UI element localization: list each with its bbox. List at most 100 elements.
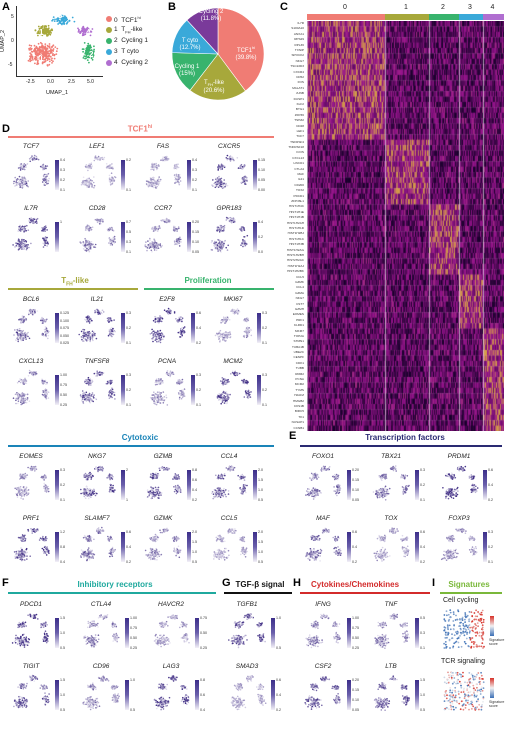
umap-point — [48, 60, 51, 63]
feature-plot-point — [221, 229, 224, 232]
heatmap-gene-label: HIST1H1D — [289, 226, 304, 230]
feature-plot-point — [15, 339, 17, 341]
feature-plot-point — [226, 184, 229, 187]
feature-plot-point — [233, 312, 236, 315]
feature-plot-point — [89, 226, 92, 229]
feature-plot-point — [88, 330, 90, 333]
legend-text-3: T cyto — [121, 48, 139, 55]
feature-plot-point — [157, 486, 160, 489]
colorbar-tick: 0.2 — [196, 388, 201, 392]
feature-plot-point — [162, 382, 164, 384]
heatmap-gene-label: RPS29 — [294, 37, 304, 42]
feature-plot-point — [112, 230, 115, 232]
umap-point — [60, 18, 63, 21]
feature-plot-point — [36, 310, 39, 312]
feature-plot-point — [242, 226, 244, 228]
umap-point — [37, 34, 39, 37]
heatmap-gene-label: PRF1 — [296, 317, 304, 322]
feature-plot-point — [88, 250, 91, 253]
feature-plot-point — [35, 218, 38, 221]
feature-plot-point — [85, 490, 87, 492]
umap-point — [88, 61, 90, 64]
umap-point — [57, 19, 60, 22]
feature-plot-point — [157, 493, 160, 495]
feature-plot-point — [100, 373, 102, 375]
feature-plot-point — [165, 373, 168, 375]
umap-point — [40, 33, 42, 35]
feature-plot-point — [213, 244, 215, 246]
feature-plot-point — [91, 392, 94, 394]
feature-plot-point — [22, 241, 24, 243]
feature-plot-point — [220, 242, 223, 244]
feature-plot-point — [108, 473, 111, 475]
feature-plot-point — [80, 488, 82, 491]
feature-plot-point — [23, 165, 25, 168]
feature-plot-point — [178, 396, 181, 399]
feature-plot-point — [164, 160, 166, 162]
feature-plot-point — [159, 244, 162, 247]
feature-plot-point — [180, 328, 183, 331]
umap-point — [84, 33, 87, 36]
feature-plot-point — [237, 373, 239, 376]
feature-plot-point — [93, 246, 95, 248]
feature-plot-point — [243, 245, 245, 247]
colorbar-tick: 0.1 — [196, 403, 201, 407]
colorbar-tick: 0.05 — [258, 178, 265, 182]
feature-plot-point — [89, 247, 92, 249]
feature-plot-point — [91, 379, 93, 382]
feature-plot-point — [43, 334, 45, 337]
feature-plot-point — [16, 331, 18, 334]
feature-plot-point — [151, 487, 153, 489]
feature-plot-point — [25, 379, 27, 381]
feature-plot-point — [19, 475, 22, 477]
feature-plot-point — [22, 184, 24, 187]
feature-plot-point — [220, 380, 222, 382]
feature-plot-point — [24, 377, 26, 380]
umap-point — [31, 57, 34, 60]
feature-plot-point — [177, 331, 180, 334]
heatmap-gene-label: CCNB1 — [293, 425, 305, 430]
feature-plot-point — [224, 317, 226, 319]
feature-plot-point — [220, 164, 223, 167]
feature-plot-point — [21, 183, 23, 185]
feature-plot-point — [103, 156, 106, 159]
feature-plot-point — [222, 396, 224, 399]
feature-plot-mcm2 — [216, 370, 252, 405]
feature-plot-point — [89, 471, 91, 474]
feature-plot-point — [83, 474, 85, 476]
feature-plot-point — [90, 476, 92, 479]
feature-plot-point — [165, 396, 168, 399]
panel-label-d: D — [2, 123, 10, 135]
feature-plot-point — [31, 155, 33, 157]
feature-plot-point — [245, 243, 248, 245]
feature-plot-point — [40, 318, 43, 320]
feature-plot-point — [178, 316, 180, 319]
colorbar-tick: 0.125 — [60, 311, 69, 315]
umap-point — [48, 58, 51, 60]
feature-plot-point — [182, 395, 185, 397]
feature-plot-point — [179, 380, 182, 382]
umap-point — [45, 57, 47, 59]
heatmap-gene-label: SPOCK2 — [291, 53, 304, 58]
feature-plot-point — [235, 373, 237, 375]
feature-plot-point — [157, 226, 160, 229]
feature-plot-point — [108, 393, 110, 396]
feature-plot-point — [109, 244, 112, 246]
feature-plot-point — [90, 334, 93, 336]
feature-plot-point — [113, 179, 116, 182]
feature-plot-point — [33, 157, 36, 159]
feature-plot-point — [159, 180, 162, 182]
colorbar-ccr7 — [187, 222, 191, 252]
feature-plot-point — [225, 318, 228, 321]
feature-plot-point — [30, 242, 32, 245]
umap-y-label: UMAP_2 — [0, 29, 7, 53]
umap-ytick-2: 0 — [11, 38, 14, 44]
feature-plot-point — [245, 336, 248, 339]
umap-point — [86, 52, 88, 54]
colorbar-cxcr5 — [253, 160, 257, 190]
colorbar-tnfsf8 — [121, 375, 125, 405]
heatmap-gene-label: MAF — [297, 172, 304, 177]
umap-point — [41, 34, 44, 37]
tcf1-title-sup: hi — [147, 124, 153, 130]
umap-point — [82, 57, 85, 59]
